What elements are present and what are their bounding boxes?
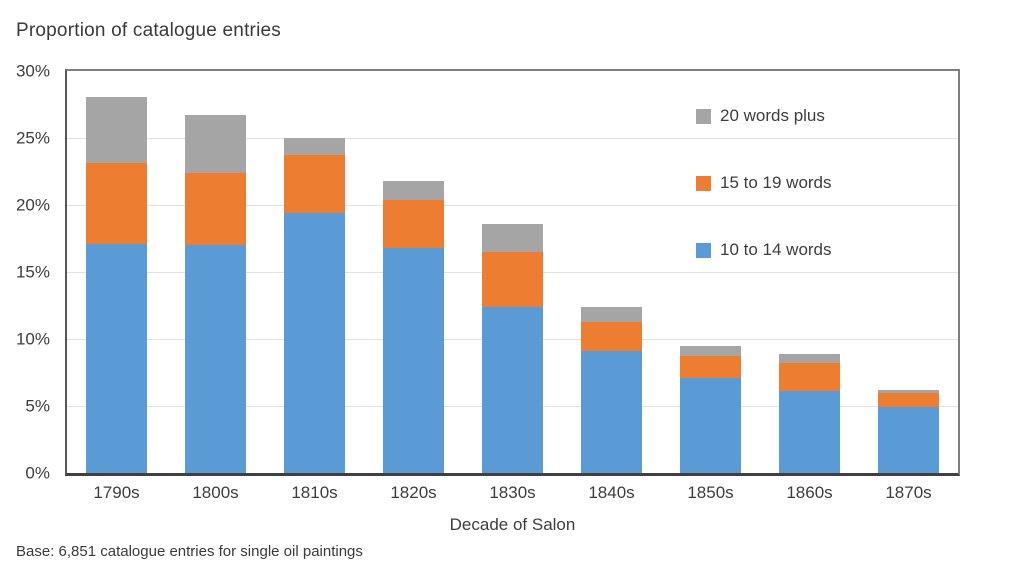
bar-segment <box>680 377 741 473</box>
x-tick-label: 1810s <box>291 483 338 502</box>
legend-swatch-icon <box>696 175 711 191</box>
legend: 20 words plus 15 to 19 words 10 to 14 word… <box>696 105 832 306</box>
stacked-bar-1870s <box>878 71 939 473</box>
stacked-bar-1830s <box>482 71 543 473</box>
bar-segment <box>482 306 543 473</box>
bar-segment <box>185 172 246 246</box>
y-tick-label: 10% <box>15 329 50 349</box>
x-tick-label: 1840s <box>588 483 635 502</box>
bar-segment <box>284 155 345 214</box>
stacked-bar-1790s <box>86 71 147 473</box>
bar-segment <box>284 138 345 156</box>
x-axis-title: Decade of Salon <box>449 515 576 534</box>
bar-cell-1800s <box>166 71 265 473</box>
x-tick-label: 1830s <box>489 483 536 502</box>
x-tick-label: 1820s <box>390 483 437 502</box>
bar-segment <box>86 96 147 164</box>
bars-group <box>67 71 958 473</box>
bar-segment <box>878 407 939 473</box>
legend-label: 20 words plus <box>720 106 825 125</box>
y-tick-label: 30% <box>15 61 50 81</box>
bar-segment <box>185 115 246 173</box>
bar-segment <box>482 223 543 252</box>
bar-cell-1830s <box>463 71 562 473</box>
gridline <box>67 137 958 139</box>
legend-label: 15 to 19 words <box>720 173 832 192</box>
bar-segment <box>581 321 642 352</box>
bar-cell-1810s <box>265 71 364 473</box>
stacked-bar-1820s <box>383 71 444 473</box>
bar-segment <box>86 163 147 244</box>
bar-cell-1790s <box>67 71 166 473</box>
x-tick-label: 1800s <box>192 483 239 502</box>
bar-segment <box>86 243 147 473</box>
y-tick-label: 25% <box>15 128 50 148</box>
y-tick-label: 15% <box>15 262 50 282</box>
bar-cell-1870s <box>859 71 958 473</box>
x-tick-label: 1790s <box>93 483 140 502</box>
stacked-bar-1850s <box>680 71 741 473</box>
legend-item: 15 to 19 words <box>696 172 832 194</box>
y-axis: 30% 25% 20% 15% 10% 5% 0% <box>0 63 50 482</box>
bar-segment <box>383 247 444 473</box>
chart-title: Proportion of catalogue entries <box>16 20 281 41</box>
bar-segment <box>878 389 939 393</box>
bar-segment <box>680 345 741 357</box>
footnote: Base: 6,851 catalogue entries for single… <box>16 543 363 560</box>
x-tick-label: 1860s <box>786 483 833 502</box>
x-tick-label: 1850s <box>687 483 734 502</box>
bar-segment <box>284 213 345 473</box>
bar-cell-1850s <box>661 71 760 473</box>
stacked-bar-1860s <box>779 71 840 473</box>
x-axis: 1790s 1800s 1810s 1820s 1830s 1840s 1850s 1860s… <box>67 483 958 503</box>
legend-item: 10 to 14 words <box>696 239 832 261</box>
bar-segment <box>581 306 642 322</box>
legend-label: 10 to 14 words <box>720 240 832 259</box>
bar-segment <box>383 180 444 200</box>
stacked-bar-1810s <box>284 71 345 473</box>
gridline <box>67 204 958 206</box>
bar-segment <box>878 392 939 408</box>
y-tick-label: 5% <box>25 396 50 416</box>
plot-area: 20 words plus 15 to 19 words 10 to 14 word… <box>65 69 960 476</box>
stacked-bar-1800s <box>185 71 246 473</box>
bar-segment <box>779 353 840 364</box>
bar-segment <box>482 251 543 307</box>
legend-item: 20 words plus <box>696 105 832 127</box>
bar-cell-1860s <box>760 71 859 473</box>
stacked-bar-1840s <box>581 71 642 473</box>
y-tick-label: 20% <box>15 195 50 215</box>
y-tick-label: 0% <box>25 463 50 483</box>
legend-swatch-icon <box>696 242 711 258</box>
bar-segment <box>779 363 840 392</box>
bar-segment <box>779 391 840 473</box>
x-tick-label: 1870s <box>885 483 932 502</box>
bar-cell-1840s <box>562 71 661 473</box>
bar-cell-1820s <box>364 71 463 473</box>
bar-segment <box>185 245 246 473</box>
bar-segment <box>680 356 741 378</box>
legend-swatch-icon <box>696 108 711 124</box>
bar-segment <box>383 199 444 248</box>
bar-segment <box>581 351 642 473</box>
